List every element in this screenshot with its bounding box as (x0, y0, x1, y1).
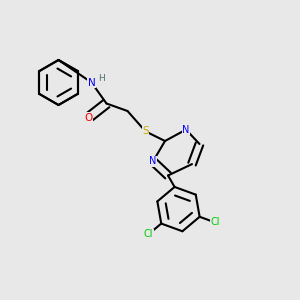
Text: N: N (88, 77, 95, 88)
Text: H: H (99, 74, 105, 83)
Text: Cl: Cl (210, 218, 220, 227)
Text: S: S (142, 126, 149, 136)
Text: N: N (182, 124, 190, 135)
Text: Cl: Cl (144, 229, 153, 239)
Text: O: O (84, 112, 93, 123)
Text: N: N (149, 156, 157, 167)
